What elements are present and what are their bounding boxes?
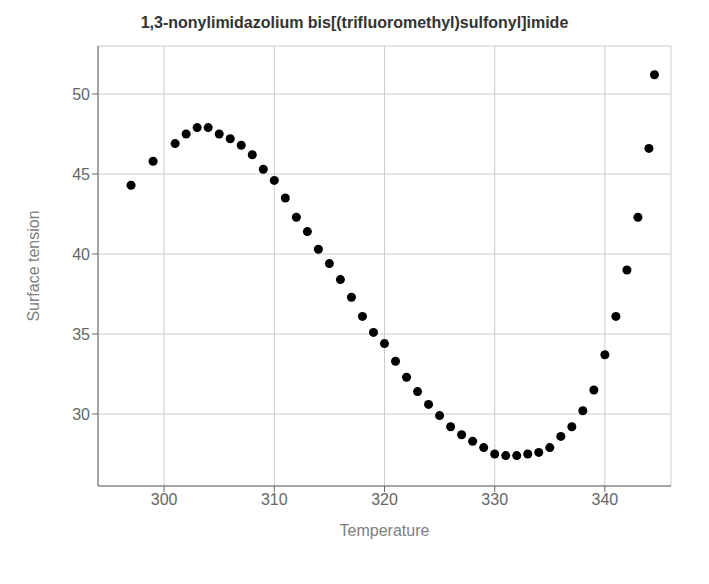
svg-text:330: 330 (481, 491, 508, 508)
svg-text:320: 320 (371, 491, 398, 508)
svg-text:310: 310 (261, 491, 288, 508)
svg-text:45: 45 (72, 166, 90, 183)
svg-text:Surface tension: Surface tension (25, 210, 42, 321)
svg-text:50: 50 (72, 86, 90, 103)
svg-text:340: 340 (592, 491, 619, 508)
svg-text:300: 300 (151, 491, 178, 508)
svg-text:Temperature: Temperature (340, 522, 430, 539)
svg-text:40: 40 (72, 246, 90, 263)
html-text:1,3-nonylimidazolium bis[(trif: 1,3-nonylimidazolium bis[(trifluoromethy… (140, 14, 569, 31)
svg-text:35: 35 (72, 326, 90, 343)
svg-text:30: 30 (72, 406, 90, 423)
